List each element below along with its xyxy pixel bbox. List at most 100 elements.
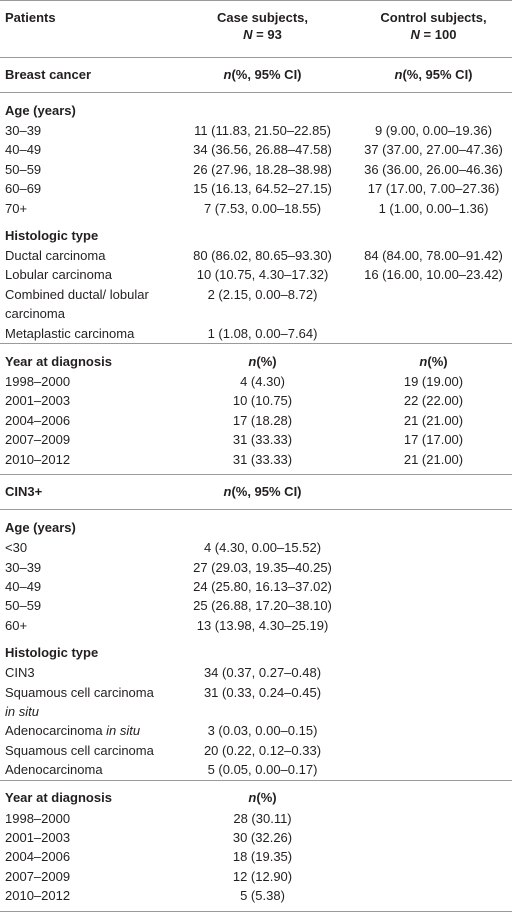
text: N — [410, 27, 420, 42]
text: 30–39 — [5, 559, 42, 575]
group-row: Age (years) — [0, 510, 512, 539]
data-row: 1998–2000 4 (4.30) 19 (19.00) — [0, 372, 512, 391]
row-label: 60–69 — [0, 179, 170, 198]
group-row: Age (years) — [0, 93, 512, 122]
text: 21 (21.00) — [403, 412, 464, 428]
text: n — [223, 484, 232, 500]
column-heading: n(%) — [355, 343, 512, 373]
text: 4 (4.30) — [240, 374, 285, 390]
text: Histologic type — [5, 644, 99, 660]
column-heading — [355, 635, 512, 663]
text: 28 (30.11) — [233, 810, 292, 826]
column-heading — [170, 510, 355, 539]
text: 50–59 — [5, 161, 42, 177]
text: (%, 95% CI) — [231, 484, 302, 500]
data-row: 2010–2012 5 (5.38) — [0, 886, 512, 911]
value-cell: 12 (12.90) — [170, 867, 355, 886]
value-cell — [355, 663, 512, 682]
text: 1 (1.00, 0.00–1.36) — [378, 200, 489, 216]
text: (%) — [256, 353, 277, 369]
value-cell — [355, 558, 512, 577]
text: Breast cancer — [5, 67, 91, 83]
text: 10 (10.75) — [232, 393, 293, 409]
text: (%) — [427, 353, 448, 369]
text: 1998–2000 — [5, 810, 71, 826]
value-cell: 18 (19.35) — [170, 847, 355, 866]
text: 31 (33.33) — [232, 451, 293, 467]
group-row: Histologic type — [0, 218, 512, 246]
row-label: 30–39 — [0, 121, 170, 140]
text: 60–69 — [5, 181, 42, 197]
data-row: 40–49 34 (36.56, 26.88–47.58) 37 (37.00, 2… — [0, 140, 512, 159]
text: CIN3 — [5, 665, 35, 681]
value-cell: 1 (1.00, 0.00–1.36) — [355, 199, 512, 218]
text: 2007–2009 — [5, 868, 71, 884]
text: 80 (86.02, 80.65–93.30) — [193, 248, 332, 264]
data-row: Squamous cell carcinoma in situ 31 (0.33,… — [0, 683, 512, 722]
text: Adenocarcinoma — [5, 723, 107, 739]
value-cell: 17 (17.00, 7.00–27.36) — [355, 179, 512, 198]
text: Patients — [5, 10, 56, 25]
section-row: CIN3+ n(%, 95% CI) — [0, 474, 512, 511]
column-heading: n(%, 95% CI) — [170, 474, 355, 511]
value-cell: 15 (16.13, 64.52–27.15) — [170, 179, 355, 198]
value-cell — [355, 886, 512, 911]
value-cell: 16 (16.00, 10.00–23.42) — [355, 265, 512, 284]
text: 50–59 — [5, 598, 42, 614]
data-row: 2001–2003 30 (32.26) — [0, 828, 512, 847]
group-title: Age (years) — [0, 510, 170, 539]
text: 4 (4.30, 0.00–15.52) — [203, 540, 322, 556]
text: 9 (9.00, 0.00–19.36) — [374, 123, 493, 138]
row-label: 2001–2003 — [0, 828, 170, 847]
data-row: Combined ductal/ lobular carcinoma 2 (2.1… — [0, 285, 512, 324]
row-label: 2004–2006 — [0, 411, 170, 430]
value-cell: 37 (37.00, 27.00–47.36) — [355, 140, 512, 159]
value-cell: 26 (27.96, 18.28–38.98) — [170, 160, 355, 179]
text: 2001–2003 — [5, 829, 71, 845]
text: 17 (17.00) — [403, 432, 464, 448]
text: 2004–2006 — [5, 412, 71, 428]
text: = 100 — [419, 27, 457, 42]
text: Control subjects, — [380, 10, 487, 25]
data-row: Metaplastic carcinoma 1 (1.08, 0.00–7.64) — [0, 324, 512, 344]
value-cell — [355, 867, 512, 886]
column-heading — [355, 218, 512, 246]
row-label: Ductal carcinoma — [0, 246, 170, 265]
value-cell: 31 (33.33) — [170, 430, 355, 449]
data-row: 50–59 25 (26.88, 17.20–38.10) — [0, 596, 512, 615]
value-cell: 27 (29.03, 19.35–40.25) — [170, 558, 355, 577]
value-cell — [355, 577, 512, 596]
text: 5 (5.38) — [240, 888, 285, 904]
text: = 93 — [252, 27, 282, 42]
text: CIN3+ — [5, 484, 43, 500]
data-row: Squamous cell carcinoma 20 (0.22, 0.12–0.… — [0, 741, 512, 760]
group-title: Histologic type — [0, 635, 170, 663]
column-heading: n(%) — [170, 343, 355, 373]
column-heading: n(%, 95% CI) — [170, 57, 355, 93]
text: Squamous cell carcinoma — [5, 742, 154, 758]
text: 2 (2.15, 0.00–8.72) — [207, 286, 318, 302]
text: Age (years) — [5, 102, 76, 118]
text: in situ — [106, 723, 141, 739]
text: 24 (25.80, 16.13–37.02) — [193, 578, 332, 594]
value-cell: 20 (0.22, 0.12–0.33) — [170, 741, 355, 760]
text: 7 (7.53, 0.00–18.55) — [203, 200, 322, 216]
row-label: <30 — [0, 538, 170, 557]
value-cell: 84 (84.00, 78.00–91.42) — [355, 246, 512, 265]
data-row: 2007–2009 31 (33.33) 17 (17.00) — [0, 430, 512, 449]
text: Age (years) — [5, 519, 76, 535]
row-label: Adenocarcinoma in situ — [0, 721, 170, 740]
text: 60+ — [5, 617, 28, 633]
text: Combined ductal/ lobular carcinoma — [5, 286, 149, 322]
group-row: Histologic type — [0, 635, 512, 663]
data-row: 2007–2009 12 (12.90) — [0, 867, 512, 886]
data-row: 30–39 27 (29.03, 19.35–40.25) — [0, 558, 512, 577]
value-cell: 10 (10.75) — [170, 391, 355, 410]
value-cell: 31 (0.33, 0.24–0.45) — [170, 683, 355, 722]
text: n — [223, 67, 232, 83]
value-cell: 17 (17.00) — [355, 430, 512, 449]
text: Histologic type — [5, 227, 99, 243]
value-cell: 34 (0.37, 0.27–0.48) — [170, 663, 355, 682]
data-row: 50–59 26 (27.96, 18.28–38.98) 36 (36.00, 2… — [0, 160, 512, 179]
value-cell: 4 (4.30, 0.00–15.52) — [170, 538, 355, 557]
